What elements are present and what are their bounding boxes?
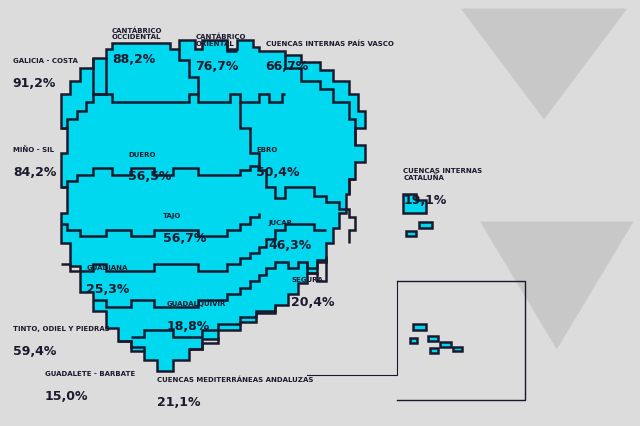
Text: 20,4%: 20,4% [291, 296, 335, 309]
Text: 18,8%: 18,8% [166, 320, 210, 333]
Polygon shape [430, 348, 438, 353]
Polygon shape [413, 324, 426, 330]
Text: TINTO, ODIEL Y PIEDRAS: TINTO, ODIEL Y PIEDRAS [13, 326, 109, 332]
Text: CANTÁBRICO
ORIENTAL: CANTÁBRICO ORIENTAL [195, 34, 246, 47]
Text: 88,2%: 88,2% [112, 53, 156, 66]
Text: 59,4%: 59,4% [13, 345, 56, 358]
Polygon shape [453, 347, 462, 351]
Text: 76,7%: 76,7% [195, 60, 239, 73]
Polygon shape [480, 222, 634, 349]
Text: 25,3%: 25,3% [86, 283, 130, 296]
Polygon shape [61, 40, 365, 371]
Text: CUENCAS INTERNAS
CATALUÑA: CUENCAS INTERNAS CATALUÑA [403, 167, 483, 181]
Text: SEGURA: SEGURA [291, 277, 323, 283]
Text: CANTÁBRICO
OCCIDENTAL: CANTÁBRICO OCCIDENTAL [112, 27, 163, 40]
Polygon shape [440, 342, 451, 347]
Polygon shape [406, 231, 416, 236]
Text: 21,1%: 21,1% [157, 396, 200, 409]
Text: JÚCAR: JÚCAR [269, 218, 293, 226]
Text: CUENCAS MEDITERRÁNEAS ANDALUZAS: CUENCAS MEDITERRÁNEAS ANDALUZAS [157, 377, 313, 383]
Polygon shape [410, 338, 417, 343]
Text: 46,3%: 46,3% [269, 239, 312, 252]
Text: 50,4%: 50,4% [256, 166, 300, 179]
Text: GALICIA - COSTA: GALICIA - COSTA [13, 58, 77, 64]
Text: GUADALETE - BARBATE: GUADALETE - BARBATE [45, 371, 135, 377]
Text: MIÑO - SIL: MIÑO - SIL [13, 147, 54, 153]
Text: 56,5%: 56,5% [128, 170, 172, 184]
Text: 84,2%: 84,2% [13, 166, 56, 179]
Text: DUERO: DUERO [128, 152, 156, 158]
Text: CUENCAS INTERNAS PAÍS VASCO: CUENCAS INTERNAS PAÍS VASCO [266, 40, 394, 47]
Text: TAJO: TAJO [163, 213, 182, 219]
Polygon shape [428, 336, 438, 341]
Text: 91,2%: 91,2% [13, 77, 56, 90]
Polygon shape [461, 9, 627, 119]
Text: 15,0%: 15,0% [45, 390, 88, 403]
Polygon shape [403, 194, 426, 213]
Text: GUADIANA: GUADIANA [86, 265, 128, 271]
Text: 56,7%: 56,7% [163, 232, 207, 245]
Text: EBRO: EBRO [256, 147, 277, 153]
Text: 19,1%: 19,1% [403, 194, 447, 207]
Polygon shape [419, 222, 432, 228]
Text: 66,7%: 66,7% [266, 60, 309, 73]
Text: GUADALQUIVIR: GUADALQUIVIR [166, 301, 226, 307]
